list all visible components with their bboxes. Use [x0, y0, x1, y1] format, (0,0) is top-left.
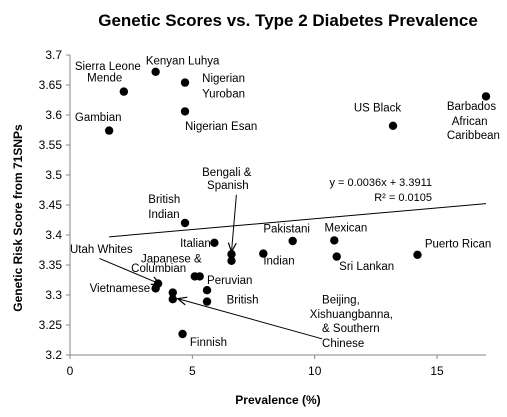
y-tick-label: 3.55: [39, 138, 63, 152]
point-label: Puerto Rican: [425, 239, 491, 251]
point-label: Pakistani: [263, 224, 310, 236]
point-label: Italian: [180, 238, 211, 250]
point-label: African: [452, 116, 488, 128]
callout-arrow: [99, 257, 160, 284]
y-tick-label: 3.3: [45, 288, 62, 302]
point-label: Utah Whites: [70, 244, 133, 256]
x-tick-label: 15: [430, 364, 444, 378]
y-tick-label: 3.25: [39, 318, 63, 332]
data-point: [168, 288, 177, 297]
data-point: [178, 329, 187, 339]
data-point: [227, 250, 236, 259]
point-label: Mexican: [324, 222, 367, 234]
x-tick-label: 5: [189, 364, 196, 378]
point-label: Spanish: [207, 180, 249, 192]
point-label: & Southern: [322, 323, 380, 335]
data-point: [388, 121, 398, 130]
data-point: [259, 249, 268, 258]
data-point: [119, 87, 129, 96]
point-label: Bengali &: [202, 167, 252, 179]
point-label: Columbian: [131, 263, 186, 275]
trendline-equation: y = 0.0036x + 3.3911: [329, 177, 432, 189]
point-label: Gambian: [75, 112, 122, 124]
point-label: Indian: [263, 255, 294, 267]
data-point: [227, 256, 236, 265]
x-tick-label: 10: [308, 364, 322, 378]
y-tick-label: 3.2: [45, 348, 62, 362]
point-label: Nigerian Esan: [185, 121, 257, 133]
data-point: [332, 252, 341, 261]
callout-arrow: [232, 194, 237, 252]
data-point: [481, 92, 491, 101]
point-label: Chinese: [322, 338, 364, 350]
plot-area: 3.2 3.25 3.3 3.35 3.4 3.45 3.5 3.55 3.6 3.65 3.7 0 5…: [39, 48, 500, 378]
y-tick-label: 3.45: [39, 198, 63, 212]
point-label: Indian: [148, 209, 179, 221]
data-point: [104, 126, 114, 135]
point-label: Yuroban: [202, 89, 245, 101]
x-tick-label: 0: [67, 364, 74, 378]
y-tick-label: 3.4: [45, 228, 62, 242]
trendline: [109, 203, 487, 238]
data-point: [195, 272, 204, 281]
y-axis-title: Genetic Risk Score from 71SNPs: [11, 124, 25, 312]
point-label: Beijing,: [322, 294, 360, 306]
point-label: Peruvian: [207, 275, 252, 287]
point-label: Caribbean: [447, 130, 500, 142]
data-point: [151, 284, 160, 293]
y-tick-label: 3.5: [45, 168, 62, 182]
y-tick-label: 3.7: [45, 48, 62, 62]
point-label: Xishuangbanna,: [310, 309, 393, 321]
data-point: [202, 297, 212, 306]
data-point: [413, 250, 422, 259]
point-label: US Black: [354, 102, 402, 114]
point-label: Nigerian: [202, 73, 245, 85]
x-axis-title: Prevalence (%): [235, 393, 320, 407]
y-tick-label: 3.65: [39, 78, 63, 92]
point-label: Vietnamese: [90, 283, 151, 295]
point-label: British: [148, 194, 180, 206]
data-point: [210, 238, 219, 247]
y-tick-label: 3.35: [39, 258, 63, 272]
data-point: [180, 78, 190, 87]
chart-title: Genetic Scores vs. Type 2 Diabetes Preva…: [98, 11, 478, 30]
point-label: Sri Lankan: [339, 261, 394, 273]
point-label: Japanese &: [141, 254, 202, 266]
data-point: [330, 236, 339, 245]
data-point: [202, 286, 212, 295]
point-label: Kenyan Luhya: [146, 56, 220, 68]
trendline-equation: R² = 0.0105: [374, 192, 432, 204]
point-label: Mende: [87, 72, 122, 84]
data-point: [180, 218, 190, 228]
point-label: Finnish: [190, 337, 227, 349]
point-label: Barbados: [447, 101, 496, 113]
point-label: British: [227, 294, 259, 306]
data-point: [168, 295, 177, 304]
data-point: [288, 236, 297, 246]
y-tick-label: 3.6: [45, 108, 62, 122]
data-point: [151, 67, 160, 77]
data-point: [180, 107, 190, 116]
point-label: Sierra Leone: [75, 61, 141, 73]
callout-arrow: [178, 299, 323, 340]
